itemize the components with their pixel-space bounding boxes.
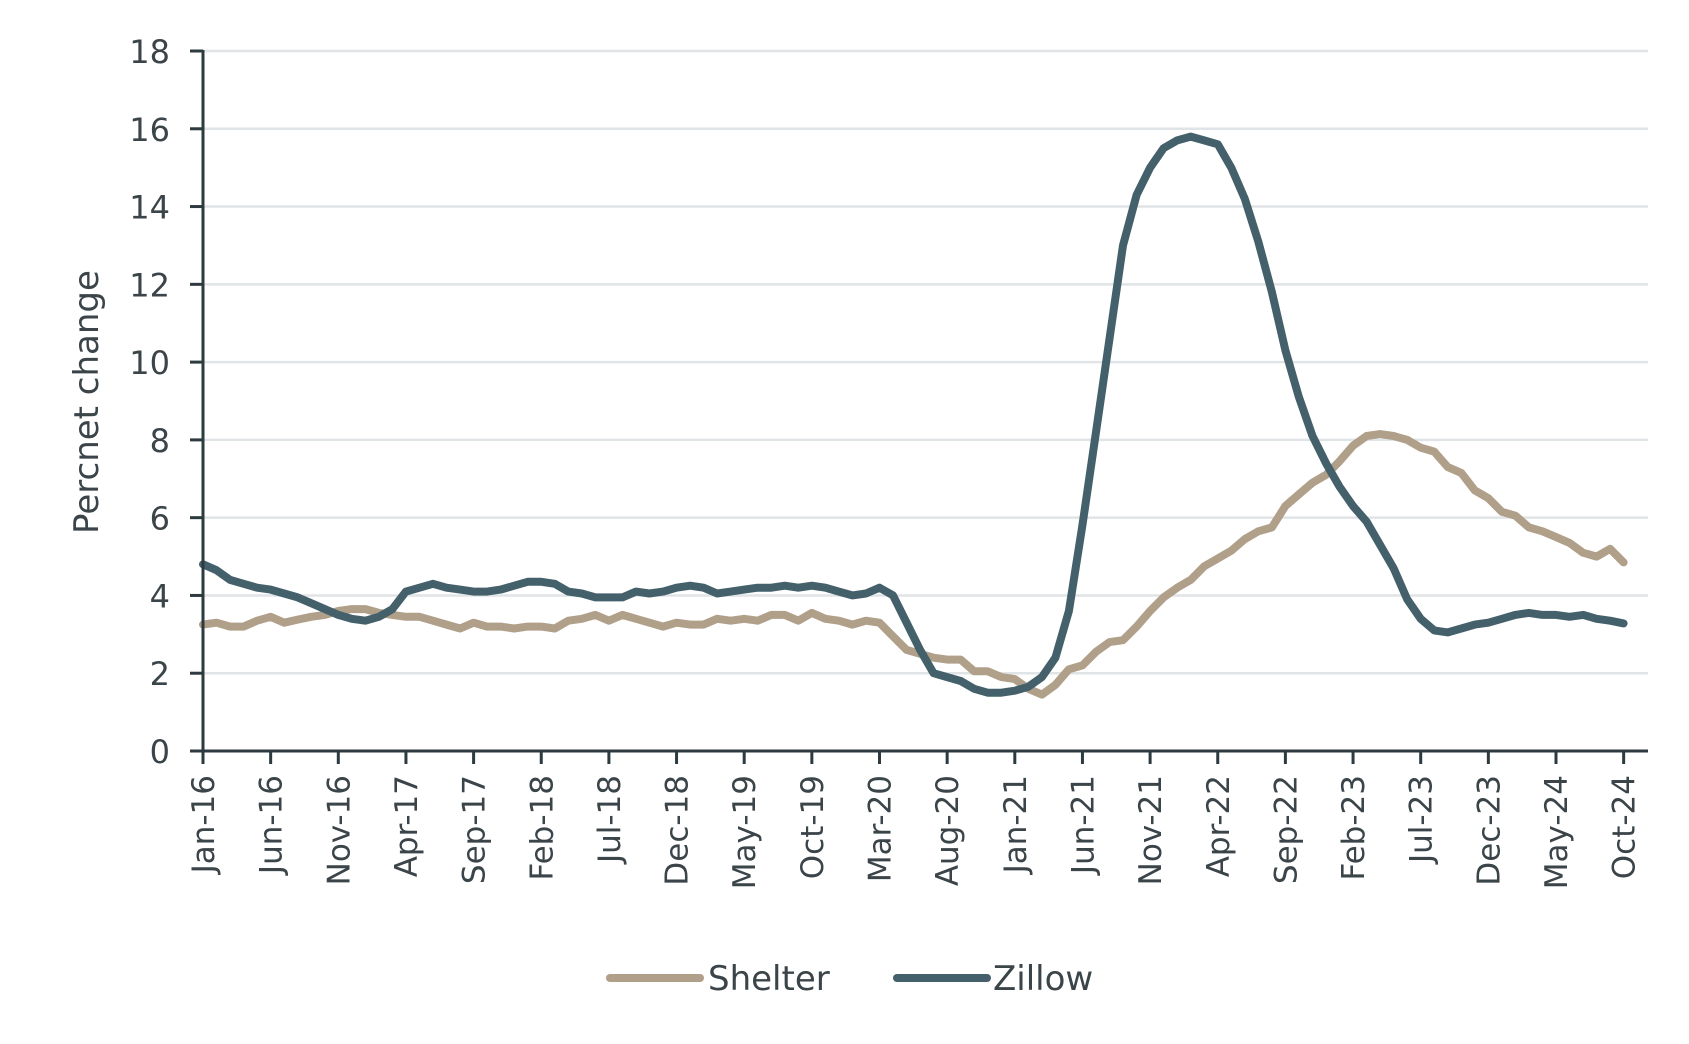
x-tick-label: Jul-23 — [1404, 775, 1440, 865]
x-tick-label: Oct-19 — [795, 775, 831, 879]
y-tick-label: 16 — [129, 111, 170, 149]
y-axis-ticks: 0 2 4 6 8 10 12 14 16 18 — [129, 33, 203, 771]
legend-label-shelter: Shelter — [708, 959, 830, 999]
x-tick-label: Nov-21 — [1133, 775, 1169, 885]
x-tick-label: Dec-23 — [1471, 775, 1507, 886]
legend-item-shelter[interactable]: Shelter — [606, 959, 830, 999]
x-tick-label: Feb-18 — [524, 775, 560, 881]
legend: Shelter Zillow — [606, 959, 1093, 999]
x-tick-label: Jul-18 — [592, 775, 628, 865]
y-tick-label: 8 — [150, 422, 170, 460]
x-tick-label: Oct-24 — [1607, 775, 1643, 879]
x-tick-label: Dec-18 — [660, 775, 696, 886]
x-tick-label: May-24 — [1539, 775, 1575, 889]
y-axis-label: Percnet change — [67, 270, 107, 534]
legend-label-zillow: Zillow — [993, 959, 1093, 999]
x-tick-label: Apr-17 — [389, 775, 425, 877]
x-tick-label: Jan-16 — [186, 775, 222, 875]
legend-item-zillow[interactable]: Zillow — [893, 959, 1093, 999]
x-axis-ticks: Jan-16 Jun-16 Nov-16 Apr-17 Sep-17 Feb-18 Jul-… — [186, 751, 1643, 889]
y-tick-label: 6 — [150, 500, 170, 538]
gridlines — [203, 49, 1648, 675]
x-tick-label: Mar-20 — [863, 775, 899, 882]
x-tick-label: Sep-22 — [1268, 775, 1304, 884]
y-tick-label: 14 — [129, 189, 170, 227]
y-tick-label: 10 — [129, 344, 170, 382]
series-lines — [199, 132, 1628, 699]
y-tick-label: 0 — [150, 733, 170, 771]
y-tick-label: 2 — [150, 655, 170, 693]
y-tick-label: 12 — [129, 266, 170, 304]
x-tick-label: Aug-20 — [930, 775, 966, 886]
x-tick-label: Nov-16 — [321, 775, 357, 885]
x-tick-label: Jun-21 — [1065, 775, 1101, 876]
x-tick-label: Apr-22 — [1201, 775, 1237, 877]
series-line-zillow — [199, 132, 1628, 697]
y-tick-label: 4 — [150, 577, 170, 615]
y-tick-label: 18 — [129, 33, 170, 71]
x-tick-label: Sep-17 — [457, 775, 493, 884]
x-tick-label: Jun-16 — [254, 775, 290, 876]
x-tick-label: Jan-21 — [998, 775, 1034, 875]
series-line-shelter — [199, 430, 1628, 699]
x-tick-label: May-19 — [727, 775, 763, 889]
x-tick-label: Feb-23 — [1336, 775, 1372, 881]
